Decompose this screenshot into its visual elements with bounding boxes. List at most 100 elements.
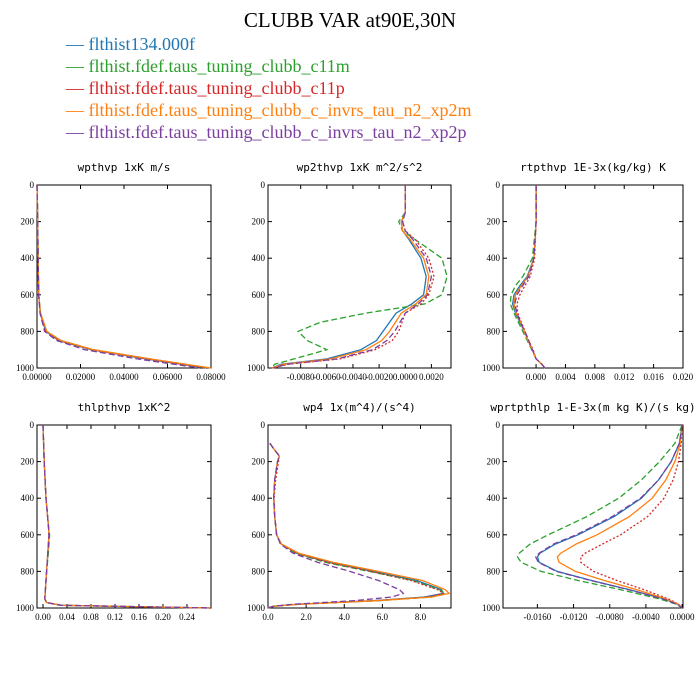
legend: — flthist134.000f — flthist.fdef.taus_tu…	[66, 33, 471, 143]
legend-label: flthist134.000f	[88, 34, 196, 54]
plot-frame	[36, 424, 212, 609]
series-line-1	[267, 442, 445, 609]
x-tick-label: 0.08000	[196, 372, 226, 382]
y-tick-label: 600	[487, 530, 501, 540]
y-tick-label: 800	[252, 566, 266, 576]
series-line-1	[271, 185, 427, 369]
y-tick-label: 200	[487, 217, 501, 227]
x-tick-label: 0.08	[83, 612, 99, 622]
panel-title: wprtpthlp 1-E-3x(m kg K)/(s kg)	[490, 401, 695, 414]
panel-title: wp2thvp 1xK m^2/s^2	[297, 161, 423, 174]
legend-label: flthist.fdef.taus_tuning_clubb_c11p	[88, 78, 345, 98]
legend-item: — flthist134.000f	[66, 33, 471, 55]
series-line-4	[271, 185, 430, 369]
y-tick-label: 1000	[247, 363, 266, 373]
x-tick-label: 0.0020	[419, 372, 444, 382]
y-tick-label: 600	[21, 530, 35, 540]
y-tick-label: 800	[252, 326, 266, 336]
series-line-2	[271, 185, 448, 369]
x-tick-label: 0.0000	[670, 612, 695, 622]
y-tick-label: 0	[496, 420, 501, 430]
x-tick-label: 0.0	[262, 612, 274, 622]
legend-item: — flthist.fdef.taus_tuning_clubb_c_invrs…	[66, 99, 471, 121]
series-line-4	[267, 442, 451, 609]
legend-item: — flthist.fdef.taus_tuning_clubb_c11p	[66, 77, 471, 99]
series-line-4	[36, 184, 212, 369]
series-line-3	[273, 185, 435, 369]
panel-title: wp4 1x(m^4)/(s^4)	[303, 401, 416, 414]
y-tick-label: 800	[487, 326, 501, 336]
x-tick-label: 0.0000	[393, 372, 418, 382]
plot-frame	[502, 184, 684, 369]
y-tick-label: 200	[252, 217, 266, 227]
series-line-2	[42, 424, 212, 609]
y-tick-label: 1000	[16, 363, 35, 373]
panel-title: wpthvp 1xK m/s	[78, 161, 171, 174]
x-tick-label: -0.0040	[632, 612, 660, 622]
x-tick-label: -0.0120	[560, 612, 588, 622]
legend-label: flthist.fdef.taus_tuning_clubb_c_invrs_t…	[88, 100, 472, 120]
panel-6: wprtpthlp 1-E-3x(m kg K)/(s kg) 0 200 400 60…	[482, 401, 696, 622]
series-line-5	[534, 424, 683, 609]
y-tick-label: 600	[252, 530, 266, 540]
y-tick-label: 200	[21, 457, 35, 467]
x-tick-label: 0.00	[35, 612, 51, 622]
series-line-3	[516, 185, 546, 369]
y-tick-label: 400	[21, 493, 35, 503]
legend-dash: —	[66, 122, 89, 142]
legend-item: — flthist.fdef.taus_tuning_clubb_c_invrs…	[66, 121, 471, 143]
y-tick-label: 0	[496, 180, 501, 190]
y-tick-label: 200	[487, 457, 501, 467]
plot-frame	[267, 184, 452, 369]
legend-dash: —	[66, 34, 89, 54]
x-tick-label: 0.02000	[66, 372, 96, 382]
series-line-5	[36, 184, 201, 369]
panel-title: thlpthvp 1xK^2	[78, 401, 171, 414]
y-tick-label: 400	[487, 493, 501, 503]
x-tick-label: 0.00000	[22, 372, 52, 382]
series-line-4	[513, 185, 546, 369]
y-tick-label: 600	[252, 290, 266, 300]
x-tick-label: 0.004	[555, 372, 576, 382]
series-line-1	[536, 424, 683, 609]
chart-title: CLUBB VAR at90E,30N	[243, 8, 457, 32]
x-tick-label: -0.0060	[313, 372, 341, 382]
series-line-5	[273, 185, 433, 369]
x-tick-label: 0.020	[673, 372, 694, 382]
x-tick-label: -0.0080	[596, 612, 624, 622]
y-tick-label: 800	[21, 326, 35, 336]
x-tick-label: 2.0	[301, 612, 313, 622]
x-tick-label: 0.06000	[153, 372, 183, 382]
legend-item: — flthist.fdef.taus_tuning_clubb_c11m	[66, 55, 471, 77]
series-line-3	[580, 424, 683, 609]
series-line-3	[42, 424, 212, 609]
series-line-3	[267, 442, 446, 609]
x-tick-label: 0.016	[643, 372, 664, 382]
y-tick-label: 1000	[247, 603, 266, 613]
series-line-5	[42, 424, 212, 609]
y-tick-label: 800	[487, 566, 501, 576]
plot-frame	[267, 424, 452, 609]
y-tick-label: 400	[487, 253, 501, 263]
legend-dash: —	[66, 100, 89, 120]
x-tick-label: 8.0	[415, 612, 427, 622]
series-line-5	[267, 442, 405, 609]
x-tick-label: 0.012	[614, 372, 634, 382]
x-tick-label: 4.0	[339, 612, 351, 622]
y-tick-label: 0	[30, 180, 35, 190]
x-tick-label: 0.04000	[109, 372, 139, 382]
x-tick-label: -0.0040	[339, 372, 367, 382]
y-tick-label: 0	[30, 420, 35, 430]
x-tick-label: 6.0	[377, 612, 389, 622]
y-tick-label: 1000	[16, 603, 35, 613]
y-tick-label: 400	[21, 253, 35, 263]
legend-dash: —	[66, 78, 89, 98]
legend-dash: —	[66, 56, 89, 76]
x-tick-label: 0.16	[131, 612, 147, 622]
x-tick-label: 0.12	[107, 612, 123, 622]
legend-label: flthist.fdef.taus_tuning_clubb_c11m	[88, 56, 350, 76]
